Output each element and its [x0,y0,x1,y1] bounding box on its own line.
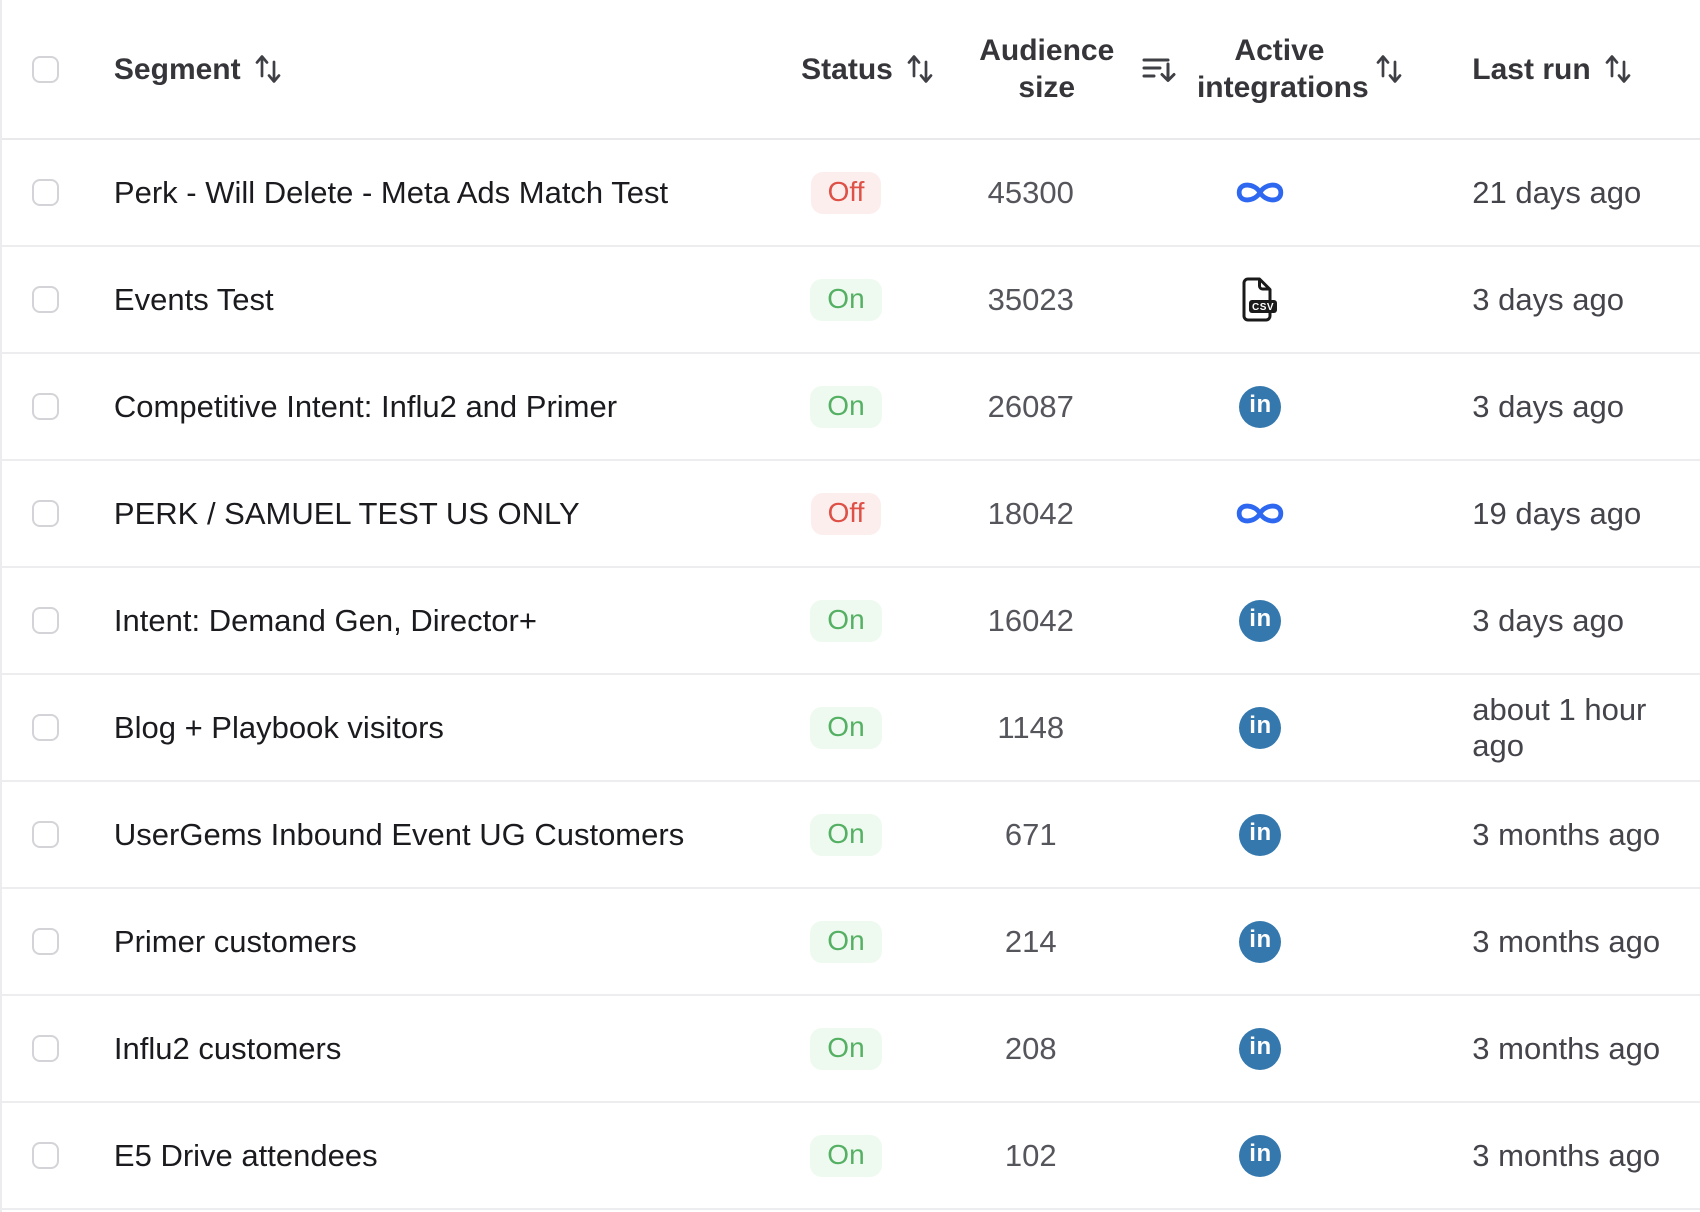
table-row[interactable]: Events Test On 35023 CSV in 3 days ago [2,247,1700,354]
row-checkbox[interactable] [32,179,59,206]
segment-name: Intent: Demand Gen, Director+ [113,602,537,638]
last-run: 3 days ago [1472,388,1624,424]
last-run: 3 months ago [1472,923,1661,959]
linkedin-icon: in [1239,385,1282,428]
select-all-checkbox[interactable] [32,55,59,83]
sort-updown-icon [907,55,933,83]
audience-size: 35023 [987,281,1074,317]
row-checkbox[interactable] [32,286,59,313]
last-run: 19 days ago [1472,495,1642,531]
segment-name: Perk - Will Delete - Meta Ads Match Test [113,174,669,210]
last-run: 21 days ago [1472,174,1642,210]
status-badge: On [810,599,882,642]
status-badge: On [810,1027,882,1070]
status-badge: On [810,920,882,963]
table-row[interactable]: E5 Drive attendees On 102 CSV in 3 month… [2,1103,1700,1210]
sort-updown-icon [1376,55,1402,83]
sort-descending-active-icon [1142,58,1176,82]
status-badge: On [810,813,882,856]
table-row[interactable]: Intent: Demand Gen, Director+ On 16042 C… [2,568,1700,675]
table-row[interactable]: PERK / SAMUEL TEST US ONLY Off 18042 CSV… [2,461,1700,568]
last-run: about 1 hour ago [1472,691,1647,763]
status-column-label: Status [801,52,893,86]
table-row[interactable]: Blog + Playbook visitors On 1148 CSV in … [2,675,1700,782]
table-row[interactable]: Perk - Will Delete - Meta Ads Match Test… [2,140,1700,247]
last-run: 3 days ago [1472,281,1624,317]
sort-updown-icon [255,55,280,83]
meta-icon [1237,182,1284,203]
status-badge: On [810,706,882,749]
sort-updown-icon [1605,55,1631,83]
row-checkbox[interactable] [32,393,59,420]
row-checkbox[interactable] [32,500,59,527]
status-badge: On [810,1134,882,1177]
audience-size: 208 [1004,1030,1057,1066]
linkedin-icon: in [1239,599,1282,642]
segment-column-label: Segment [113,52,241,86]
last-run: 3 months ago [1472,1137,1661,1173]
active-integrations-column-label: Active integrations [1196,34,1369,104]
segment-name: UserGems Inbound Event UG Customers [113,816,685,852]
table-row[interactable]: Influ2 customers On 208 CSV in 3 months … [2,996,1700,1103]
linkedin-icon: in [1239,920,1282,963]
row-checkbox[interactable] [32,1142,59,1169]
table-row[interactable]: UserGems Inbound Event UG Customers On 6… [2,782,1700,889]
last-run: 3 months ago [1472,1030,1661,1066]
audience-size: 45300 [987,174,1074,210]
table-row[interactable]: Primer customers On 214 CSV in 3 months … [2,889,1700,996]
audience-size: 214 [1004,923,1057,959]
meta-icon [1237,503,1284,524]
segment-name: PERK / SAMUEL TEST US ONLY [113,495,580,531]
segment-name: Influ2 customers [113,1030,342,1066]
audience-size: 1148 [997,709,1065,745]
audience-size-column-label: Audience size [979,34,1115,104]
linkedin-icon: in [1239,1027,1282,1070]
sort-segment-button[interactable]: Segment [114,51,283,88]
status-badge: On [810,385,882,428]
status-badge: Off [810,171,882,214]
segment-name: Events Test [113,281,274,317]
sort-last-run-button[interactable]: Last run [1472,51,1632,88]
linkedin-icon: in [1239,706,1282,749]
svg-text:CSV: CSV [1252,302,1274,313]
audience-size: 18042 [987,495,1074,531]
segment-name: Competitive Intent: Influ2 and Primer [113,388,618,424]
table-row[interactable]: Competitive Intent: Influ2 and Primer On… [2,354,1700,461]
segment-name: Primer customers [113,923,357,959]
sort-active-integrations-button[interactable]: Active integrations [1197,32,1404,106]
row-checkbox[interactable] [32,821,59,848]
audience-size: 16042 [987,602,1074,638]
last-run-column-label: Last run [1472,52,1591,86]
row-checkbox[interactable] [32,1035,59,1062]
row-checkbox[interactable] [32,928,59,955]
segment-name: E5 Drive attendees [113,1137,378,1173]
audience-size: 671 [1004,816,1057,852]
sort-status-button[interactable]: Status [801,51,935,88]
row-checkbox[interactable] [32,607,59,634]
table-header: Segment Status [2,0,1700,140]
status-badge: Off [810,492,882,535]
segment-name: Blog + Playbook visitors [113,709,444,745]
csv-file-icon: CSV [1242,277,1278,321]
linkedin-icon: in [1239,1134,1282,1177]
row-checkbox[interactable] [32,714,59,741]
sort-audience-size-button[interactable]: Audience size [964,32,1177,106]
audience-size: 102 [1004,1137,1057,1173]
status-badge: On [810,278,882,321]
table-body: Perk - Will Delete - Meta Ads Match Test… [2,140,1700,1210]
last-run: 3 days ago [1472,602,1624,638]
audience-size: 26087 [987,388,1074,424]
last-run: 3 months ago [1472,816,1661,852]
linkedin-icon: in [1239,813,1282,856]
